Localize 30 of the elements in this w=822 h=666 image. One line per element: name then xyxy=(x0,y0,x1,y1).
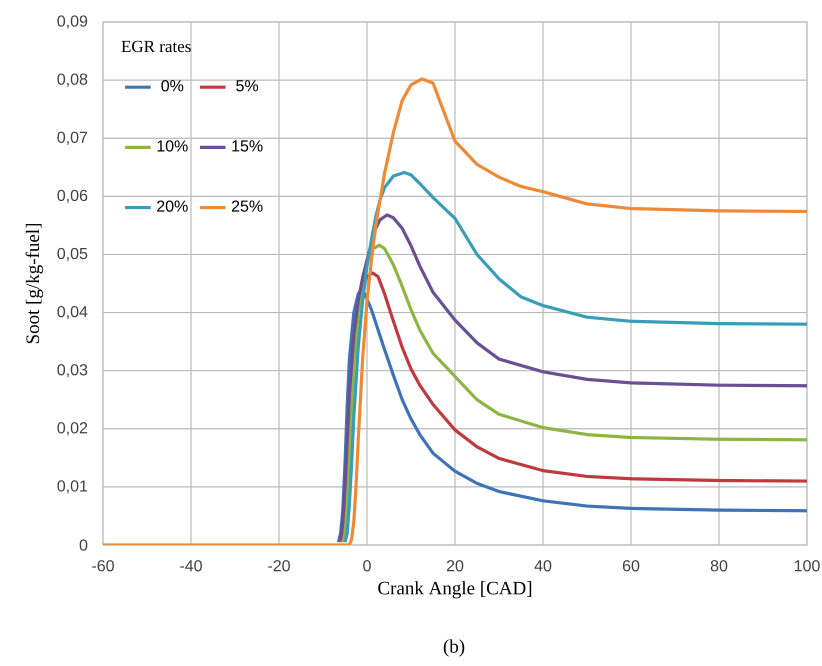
x-tick-label: 80 xyxy=(710,560,728,572)
y-tick-label: 0,04 xyxy=(57,306,88,320)
legend-label: 10% xyxy=(158,140,188,152)
y-tick-label: 0,07 xyxy=(57,132,88,145)
y-tick-label: 0,08 xyxy=(57,74,88,87)
legend-label: 0% xyxy=(161,80,184,92)
legend-title: EGR rates xyxy=(122,40,191,52)
legend-label: 15% xyxy=(232,140,263,152)
y-tick-label: 0,01 xyxy=(57,480,88,494)
y-tick-label: 0,03 xyxy=(57,364,88,378)
legend-label: 25% xyxy=(232,200,263,212)
legend-label: 5% xyxy=(236,80,258,92)
y-tick-label: 0,09 xyxy=(57,15,88,29)
x-tick-label: -20 xyxy=(268,560,290,572)
x-tick-label: 0 xyxy=(363,560,371,572)
y-tick-label: 0,02 xyxy=(57,422,88,436)
x-tick-label: 20 xyxy=(446,560,464,572)
x-tick-label: 40 xyxy=(534,560,552,572)
x-axis-title: Crank Angle [CAD] xyxy=(378,581,532,598)
x-tick-label: -60 xyxy=(92,560,114,572)
legend-label: 20% xyxy=(157,200,188,212)
y-tick-label: 0,06 xyxy=(57,190,88,203)
x-tick-label: -40 xyxy=(180,560,202,572)
y-tick-label: 0,05 xyxy=(57,248,88,262)
text: (b) xyxy=(444,639,464,657)
y-tick-label: 0 xyxy=(80,539,88,551)
line-series xyxy=(103,77,808,545)
x-tick-label: 60 xyxy=(622,560,640,572)
x-tick-label: 100 xyxy=(794,560,820,572)
y-axis-title: Soot [g/kg-fuel] xyxy=(26,224,44,344)
